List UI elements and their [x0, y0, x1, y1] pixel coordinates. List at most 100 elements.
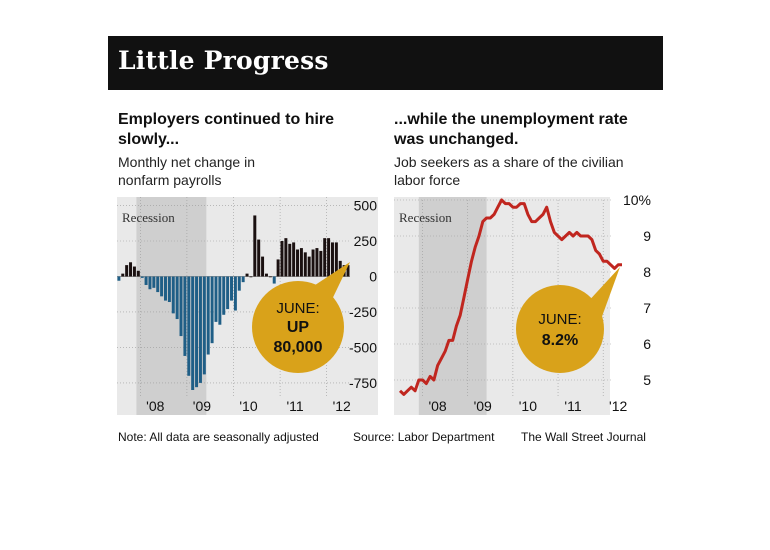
right-x-tick-label: '12	[609, 398, 627, 414]
left-y-tick-label: 250	[354, 233, 378, 249]
bar	[253, 215, 257, 277]
bar	[307, 256, 311, 277]
left-y-tick-label: 500	[354, 198, 378, 214]
right-callout: JUNE: 8.2%	[516, 267, 620, 373]
left-callout-line-2: UP	[287, 319, 310, 336]
right-recession-band	[418, 197, 487, 415]
left-callout: JUNE: UP 80,000	[252, 262, 350, 373]
bar	[144, 276, 148, 285]
right-x-tick-label: '08	[428, 398, 446, 414]
bar	[117, 276, 121, 281]
right-gridlines	[394, 199, 612, 398]
bar	[222, 276, 226, 315]
header-bar	[108, 36, 663, 90]
left-x-ticks: '08 '09 '10 '11 '12	[146, 398, 351, 414]
bar	[241, 276, 245, 283]
bar	[167, 276, 171, 303]
right-panel-subtitle: Job seekers as a share of the civilian l…	[394, 154, 624, 188]
bar	[249, 276, 253, 278]
bar	[303, 252, 307, 277]
bar	[152, 276, 156, 288]
right-y-tick-label: 7	[643, 300, 651, 316]
right-y-tick-label: 8	[643, 264, 651, 280]
bar	[175, 276, 179, 320]
left-callout-line-3: 80,000	[274, 339, 323, 356]
bar	[264, 273, 268, 277]
left-callout-line-1: JUNE:	[276, 300, 319, 317]
bar	[288, 243, 292, 277]
bar	[171, 276, 175, 314]
footer-source: Source: Labor Department	[353, 430, 495, 444]
bar	[164, 276, 167, 301]
left-gridlines	[117, 197, 350, 398]
left-panel-subtitle: Monthly net change in nonfarm payrolls	[118, 154, 255, 188]
left-x-tick-label: '10	[239, 398, 257, 414]
right-recession-label: Recession	[399, 210, 452, 225]
bar	[140, 276, 144, 278]
bar	[245, 273, 249, 277]
bar	[202, 276, 206, 375]
bar	[160, 276, 164, 297]
left-x-tick-label: '12	[333, 398, 351, 414]
right-panel-title: ...while the unemployment rate was uncha…	[394, 111, 628, 148]
bar	[198, 276, 202, 383]
left-y-tick-label: -500	[349, 339, 377, 355]
bar	[327, 238, 331, 277]
bar	[136, 270, 140, 277]
bar	[148, 276, 152, 290]
footer-credit: The Wall Street Journal	[521, 430, 646, 444]
bar	[191, 276, 195, 390]
bar	[284, 238, 288, 277]
bar	[187, 276, 191, 376]
bar	[129, 262, 133, 277]
right-y-tick-label: 10%	[623, 192, 651, 208]
bar	[323, 238, 327, 277]
bar	[121, 273, 125, 277]
bar	[334, 242, 338, 277]
bar	[183, 276, 187, 356]
bar	[210, 276, 214, 344]
bar	[125, 265, 129, 277]
bar	[330, 242, 334, 277]
bar	[311, 249, 315, 277]
bar	[268, 276, 272, 278]
bar	[156, 276, 160, 293]
bar	[296, 249, 300, 277]
bar	[206, 276, 210, 355]
left-x-tick-label: '09	[193, 398, 211, 414]
right-callout-line-2: 8.2%	[542, 332, 578, 349]
right-y-ticks: 10% 9 8 7 6 5	[623, 192, 651, 388]
left-panel-title: Employers continued to hire slowly...	[118, 111, 335, 148]
bar	[319, 250, 323, 277]
left-y-tick-label: -750	[349, 375, 377, 391]
left-bars	[117, 215, 350, 390]
right-x-tick-label: '10	[519, 398, 537, 414]
left-x-tick-label: '08	[146, 398, 164, 414]
left-y-tick-label: 0	[369, 268, 377, 284]
bar	[346, 265, 350, 277]
bar	[299, 248, 303, 277]
footer-note: Note: All data are seasonally adjusted	[118, 430, 319, 444]
right-y-tick-label: 5	[643, 372, 651, 388]
bar	[276, 259, 280, 277]
right-x-ticks: '08 '09 '10 '11 '12	[428, 398, 627, 414]
right-x-tick-label: '11	[564, 398, 581, 414]
bar	[237, 276, 241, 291]
bar	[218, 276, 222, 325]
left-recession-band	[136, 197, 207, 415]
bar	[132, 266, 136, 277]
left-y-ticks: 500 250 0 -250 -500 -750	[349, 198, 377, 391]
bar	[233, 276, 237, 311]
bar	[179, 276, 183, 337]
bar	[214, 276, 218, 322]
bar	[257, 239, 261, 277]
bar	[272, 276, 276, 284]
bar	[315, 248, 319, 277]
unemployment-line	[398, 198, 622, 396]
main-title: Little Progress	[118, 46, 329, 75]
bar	[226, 276, 230, 310]
right-y-tick-label: 9	[643, 228, 651, 244]
right-callout-line-1: JUNE:	[538, 311, 581, 328]
bar	[230, 276, 233, 301]
